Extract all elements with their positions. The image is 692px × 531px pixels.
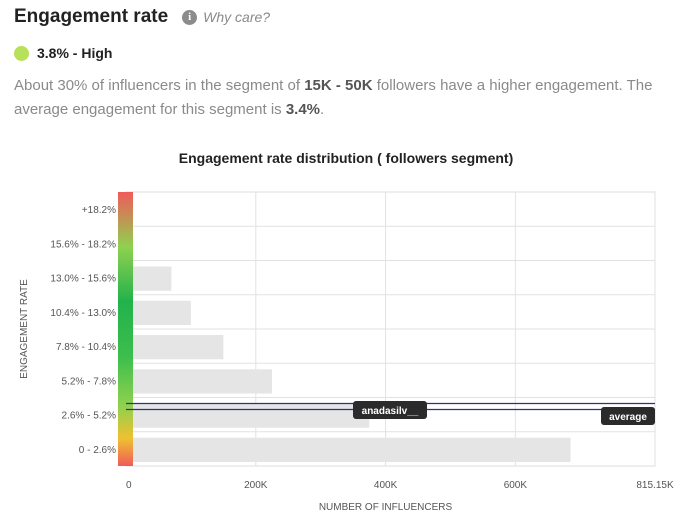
rate-value: 3.8% - High bbox=[37, 45, 113, 61]
x-tick-label: 0 bbox=[126, 480, 132, 491]
y-tick-label: 0 - 2.6% bbox=[79, 445, 116, 456]
rate-status-dot bbox=[14, 45, 29, 61]
y-axis-label: ENGAGEMENT RATE bbox=[19, 279, 30, 379]
average-tag-bg bbox=[601, 407, 655, 425]
section-title: Engagement rate bbox=[14, 6, 169, 27]
desc-segment: 15K - 50K bbox=[304, 77, 373, 94]
influencer-tag: anadasilv__ bbox=[362, 406, 419, 417]
y-tick-label: 7.8% - 10.4% bbox=[56, 342, 116, 353]
x-tick-label: 400K bbox=[374, 480, 398, 491]
x-tick-label: 600K bbox=[504, 480, 528, 491]
bar bbox=[126, 300, 191, 325]
desc-text-1: About 30% of influencers in the segment … bbox=[14, 77, 305, 94]
average-tag: average bbox=[609, 412, 647, 423]
color-scale-strip bbox=[118, 192, 133, 466]
chart-title: Engagement rate distribution ( followers… bbox=[178, 150, 514, 166]
y-tick-label: 15.6% - 18.2% bbox=[50, 239, 116, 250]
y-tick-label: 2.6% - 5.2% bbox=[62, 411, 117, 422]
bar bbox=[126, 437, 571, 462]
bar bbox=[126, 403, 370, 428]
y-tick-label: 5.2% - 7.8% bbox=[62, 376, 117, 387]
info-icon[interactable]: i bbox=[182, 9, 198, 25]
rate-summary: 3.8% - High bbox=[14, 45, 112, 61]
desc-text-3: . bbox=[320, 101, 325, 118]
desc-text-2: followers have a higher engagement. The … bbox=[14, 77, 653, 118]
x-tick-label: 815.15K bbox=[636, 480, 674, 491]
bar bbox=[126, 335, 224, 360]
x-tick-label: 200K bbox=[244, 480, 268, 491]
rate-description: About 30% of influencers in the segment … bbox=[14, 74, 674, 122]
y-tick-label: +18.2% bbox=[82, 205, 116, 216]
why-care-link[interactable]: Why care? bbox=[203, 9, 271, 25]
y-tick-label: 13.0% - 15.6% bbox=[50, 274, 116, 285]
y-tick-label: 10.4% - 13.0% bbox=[50, 308, 116, 319]
desc-average: 3.4% bbox=[285, 101, 321, 118]
header: Engagement rate i Why care? bbox=[14, 6, 270, 28]
bar bbox=[126, 369, 273, 394]
bar bbox=[126, 266, 172, 291]
x-axis-label: NUMBER OF INFLUENCERS bbox=[319, 502, 453, 513]
influencer-tag-bg bbox=[353, 401, 427, 419]
